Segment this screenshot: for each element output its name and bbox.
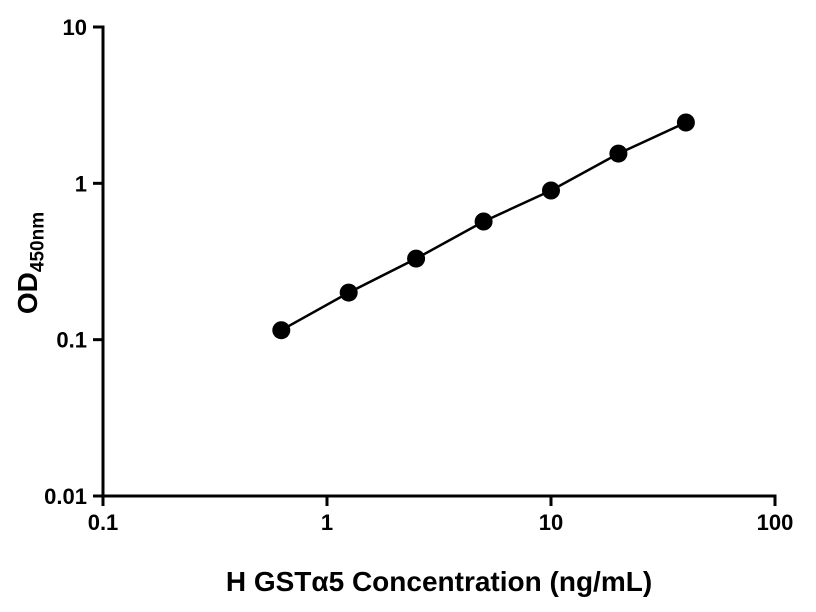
data-point	[542, 181, 560, 200]
y-axis-title: OD450nm	[11, 163, 49, 363]
data-point	[407, 249, 426, 268]
y-axis-title-sub: 450nm	[27, 211, 49, 273]
data-point	[609, 144, 628, 163]
data-point	[676, 113, 695, 132]
x-axis-title: H GSTα5 Concentration (ng/mL)	[225, 566, 653, 597]
x-tick-label: 0.1	[88, 510, 119, 535]
data-point	[339, 283, 358, 302]
y-tick-label: 0.1	[56, 328, 87, 353]
x-tick-label: 1	[321, 510, 333, 535]
data-point	[474, 212, 493, 231]
y-tick-label: 0.01	[44, 484, 87, 509]
data-point	[272, 321, 291, 340]
x-tick-label: 100	[757, 510, 794, 535]
y-axis-title-main: OD	[12, 272, 43, 315]
y-tick-label: 1	[75, 171, 87, 196]
y-tick-label: 10	[63, 15, 87, 40]
x-tick-label: 10	[539, 510, 563, 535]
